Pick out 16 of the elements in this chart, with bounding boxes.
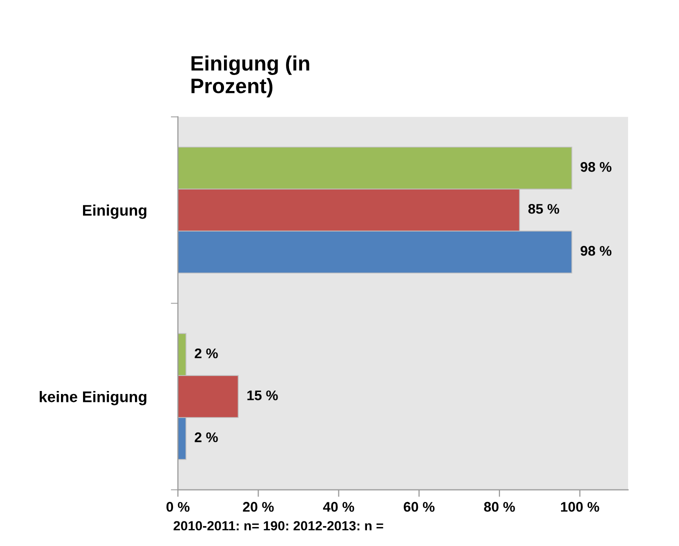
- text: 2010-2011: n= 190: 2012-2013: n =: [174, 521, 384, 530]
- x-tick-label: 60 %: [404, 502, 435, 512]
- chart-title: Einigung (in Prozent): [192, 55, 310, 98]
- y-tick-label: keine Einigung: [40, 390, 146, 406]
- data-label: 2 %: [194, 348, 218, 358]
- y-tick-label: Einigung: [83, 204, 146, 219]
- data-label: 2 %: [194, 432, 218, 442]
- data-label: 98 %: [580, 246, 612, 256]
- x-tick-label: 40 %: [323, 502, 354, 512]
- data-label: 85 %: [528, 204, 560, 214]
- x-tick-label: 80 %: [484, 502, 515, 512]
- x-tick-label: 100 %: [561, 502, 600, 512]
- x-tick-label: 20 %: [242, 502, 274, 512]
- data-label: 98 %: [580, 162, 612, 172]
- data-label: 15 %: [247, 390, 278, 400]
- x-tick-label: 0 %: [166, 502, 190, 512]
